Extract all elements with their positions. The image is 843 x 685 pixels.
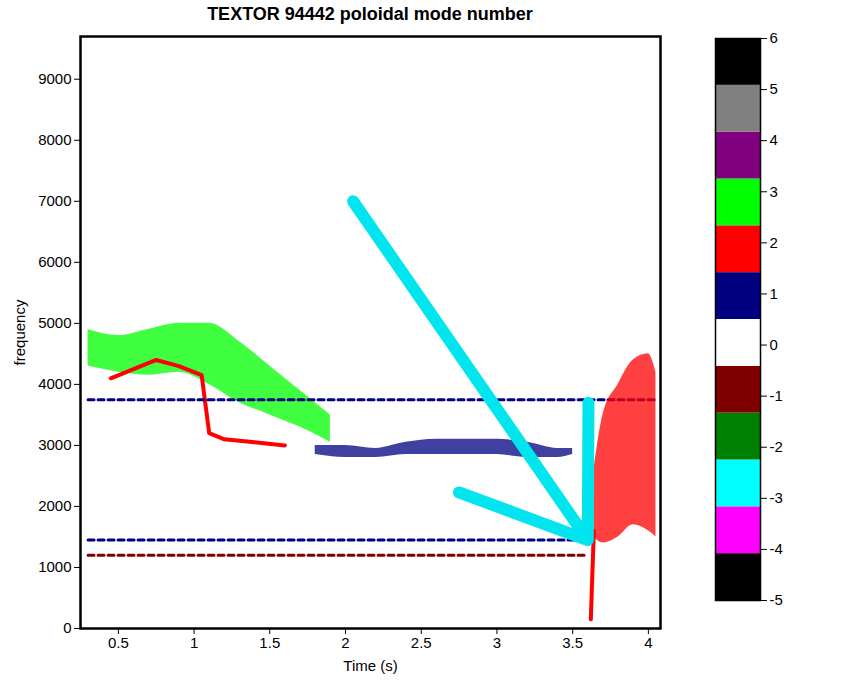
svg-text:2.5: 2.5 — [411, 634, 432, 651]
svg-text:0: 0 — [63, 619, 71, 636]
svg-text:3: 3 — [770, 183, 778, 200]
svg-text:-1: -1 — [770, 387, 783, 404]
svg-text:Time (s): Time (s) — [343, 657, 397, 674]
svg-text:2: 2 — [341, 634, 349, 651]
svg-text:7000: 7000 — [38, 192, 71, 209]
svg-text:1: 1 — [190, 634, 198, 651]
svg-text:-3: -3 — [770, 489, 783, 506]
svg-text:3.5: 3.5 — [562, 634, 583, 651]
svg-text:4: 4 — [770, 131, 778, 148]
svg-text:2000: 2000 — [38, 497, 71, 514]
html-text:TEXTOR 94442 poloidal mode num: TEXTOR 94442 poloidal mode number — [207, 4, 533, 24]
svg-text:0: 0 — [770, 336, 778, 353]
svg-text:-5: -5 — [770, 591, 783, 608]
svg-text:1: 1 — [770, 285, 778, 302]
svg-text:5: 5 — [770, 80, 778, 97]
svg-text:-2: -2 — [770, 438, 783, 455]
svg-text:6: 6 — [770, 29, 778, 46]
svg-text:9000: 9000 — [38, 70, 71, 87]
svg-text:6000: 6000 — [38, 253, 71, 270]
svg-text:0.5: 0.5 — [108, 634, 129, 651]
svg-text:4000: 4000 — [38, 375, 71, 392]
svg-text:1.5: 1.5 — [259, 634, 280, 651]
svg-text:8000: 8000 — [38, 131, 71, 148]
svg-text:2: 2 — [770, 234, 778, 251]
svg-text:frequency: frequency — [11, 299, 28, 365]
svg-text:-4: -4 — [770, 540, 783, 557]
svg-text:5000: 5000 — [38, 314, 71, 331]
svg-text:3000: 3000 — [38, 436, 71, 453]
svg-text:3: 3 — [493, 634, 501, 651]
svg-text:1000: 1000 — [38, 558, 71, 575]
svg-text:4: 4 — [644, 634, 652, 651]
